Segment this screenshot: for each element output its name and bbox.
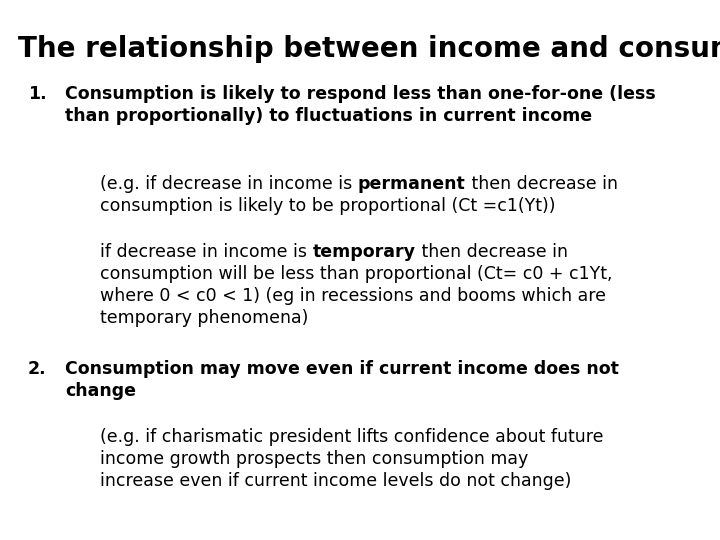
Text: income growth prospects then consumption may: income growth prospects then consumption… — [100, 450, 528, 468]
Text: temporary phenomena): temporary phenomena) — [100, 309, 308, 327]
Text: if decrease in income is: if decrease in income is — [100, 243, 312, 261]
Text: The relationship between income and consumption: The relationship between income and cons… — [18, 35, 720, 63]
Text: (e.g. if charismatic president lifts confidence about future: (e.g. if charismatic president lifts con… — [100, 428, 603, 446]
Text: consumption will be less than proportional (Ct= c0 + c1Yt,: consumption will be less than proportion… — [100, 265, 613, 283]
Text: (e.g. if decrease in income is: (e.g. if decrease in income is — [100, 175, 358, 193]
Text: 2.: 2. — [28, 360, 47, 378]
Text: Consumption may move even if current income does not: Consumption may move even if current inc… — [65, 360, 619, 378]
Text: change: change — [65, 382, 136, 400]
Text: consumption is likely to be proportional (Ct =c1(Yt)): consumption is likely to be proportional… — [100, 197, 556, 215]
Text: than proportionally) to fluctuations in current income: than proportionally) to fluctuations in … — [65, 107, 592, 125]
Text: temporary: temporary — [312, 243, 415, 261]
Text: increase even if current income levels do not change): increase even if current income levels d… — [100, 472, 572, 490]
Text: 1.: 1. — [28, 85, 47, 103]
Text: then decrease in: then decrease in — [466, 175, 618, 193]
Text: then decrease in: then decrease in — [415, 243, 567, 261]
Text: permanent: permanent — [358, 175, 466, 193]
Text: where 0 < c0 < 1) (eg in recessions and booms which are: where 0 < c0 < 1) (eg in recessions and … — [100, 287, 606, 305]
Text: Consumption is likely to respond less than one-for-one (less: Consumption is likely to respond less th… — [65, 85, 656, 103]
